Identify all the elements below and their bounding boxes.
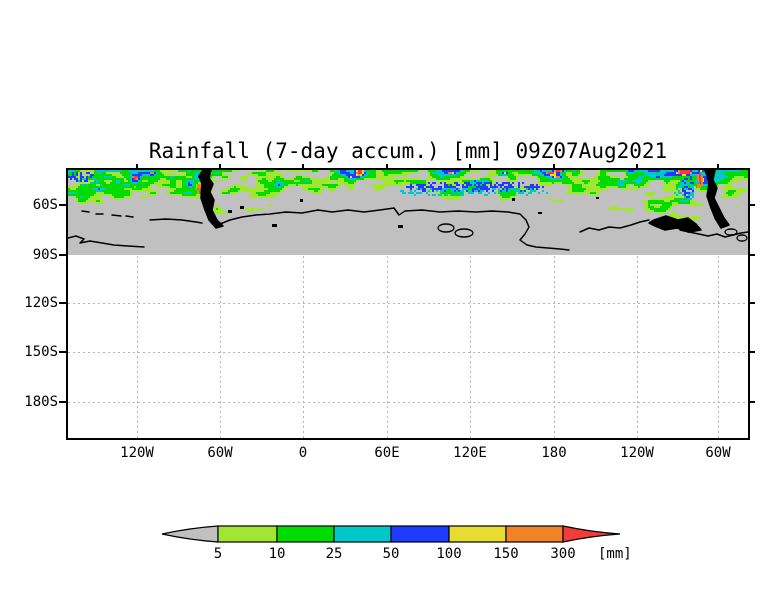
legend-threshold-label: 100 [436, 546, 461, 562]
lon-tick-mark [386, 164, 388, 170]
chart-title: Rainfall (7-day accum.) [mm] 09Z07Aug202… [148, 139, 668, 163]
legend-threshold-label: 10 [269, 546, 286, 562]
lat-tick-label: 120S [24, 295, 58, 311]
color-legend: 5 10 25 50 100 150 300 [mm] [161, 525, 632, 562]
map-canvas [68, 170, 748, 438]
legend-segment [505, 525, 564, 543]
lat-tick-mark-right [748, 401, 755, 403]
legend-segment [276, 525, 335, 543]
legend-threshold-label: 25 [326, 546, 343, 562]
lat-tick-mark [59, 302, 68, 304]
lat-tick-label: 150S [24, 344, 58, 360]
lon-tick-label: 120W [120, 445, 154, 461]
legend-segment [333, 525, 392, 543]
lon-tick-label: 180 [541, 445, 567, 461]
lat-tick-mark-right [748, 204, 755, 206]
lat-tick-label: 180S [24, 394, 58, 410]
lon-tick-mark [636, 164, 638, 170]
legend-arrow-high [562, 525, 621, 543]
lon-tick-label: 60E [374, 445, 400, 461]
legend-segment [390, 525, 450, 543]
lon-tick-mark [553, 164, 555, 170]
lon-tick-mark [219, 164, 221, 170]
lon-tick-mark [302, 164, 304, 170]
lon-tick-label: 120E [453, 445, 487, 461]
legend-segment [217, 525, 278, 543]
map-plot-area [66, 168, 750, 440]
lat-tick-label: 90S [32, 247, 58, 263]
lat-tick-mark-right [748, 302, 755, 304]
lon-tick-label: 60W [207, 445, 233, 461]
legend-threshold-label: 300 [550, 546, 575, 562]
legend-arrow-low [161, 525, 219, 543]
lat-tick-mark [59, 204, 68, 206]
legend-unit-label: [mm] [598, 546, 632, 562]
legend-threshold-label: 50 [383, 546, 400, 562]
lon-tick-mark [717, 164, 719, 170]
legend-segment [448, 525, 507, 543]
lon-tick-mark [469, 164, 471, 170]
lat-tick-mark-right [748, 351, 755, 353]
lat-tick-mark [59, 401, 68, 403]
lon-tick-label: 60W [705, 445, 731, 461]
lon-tick-mark [136, 164, 138, 170]
lon-tick-label: 120W [620, 445, 654, 461]
legend-threshold-label: 5 [214, 546, 222, 562]
lat-tick-label: 60S [32, 197, 58, 213]
lat-tick-mark [59, 254, 68, 256]
lat-tick-mark-right [748, 254, 755, 256]
legend-threshold-label: 150 [493, 546, 518, 562]
lon-tick-label: 0 [298, 445, 308, 461]
lat-tick-mark [59, 351, 68, 353]
